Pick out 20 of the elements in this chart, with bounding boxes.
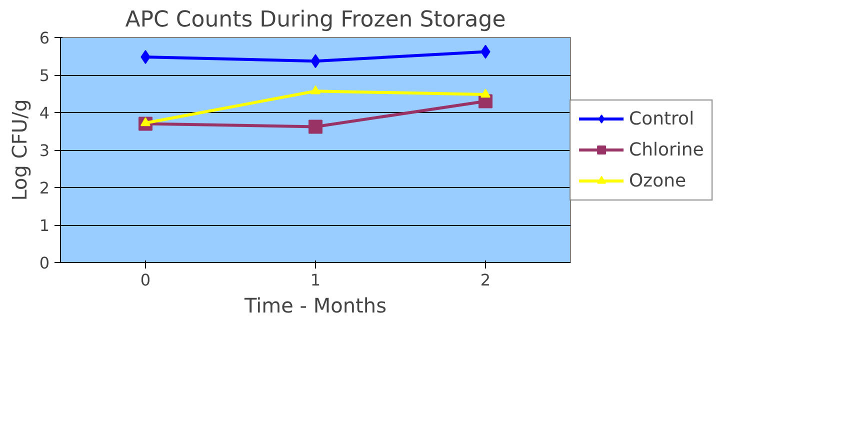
y-tick-label: 4	[39, 104, 50, 122]
point	[480, 88, 490, 98]
chart-title: APC Counts During Frozen Storage	[125, 8, 506, 32]
y-tick-label: 3	[39, 141, 50, 160]
y-tick-label: 1	[39, 216, 50, 235]
x-axis-title: Time - Months	[244, 294, 386, 318]
y-tick-label: 5	[39, 66, 50, 85]
legend-label: Chlorine	[629, 139, 704, 160]
y-tick-label: 2	[39, 178, 50, 198]
x-tick-label: 1	[310, 270, 321, 290]
x-tick-label: 0	[140, 270, 151, 290]
legend-label: Ozone	[629, 170, 686, 191]
point	[310, 85, 320, 94]
legend-label: Control	[629, 108, 694, 129]
x-tick-label: 2	[480, 270, 491, 290]
point	[308, 120, 322, 134]
point	[140, 50, 150, 64]
y-tick-label: 0	[39, 254, 50, 272]
y-axis-title: Log CFU/g	[7, 99, 32, 201]
y-tick-label: 6	[39, 28, 50, 48]
